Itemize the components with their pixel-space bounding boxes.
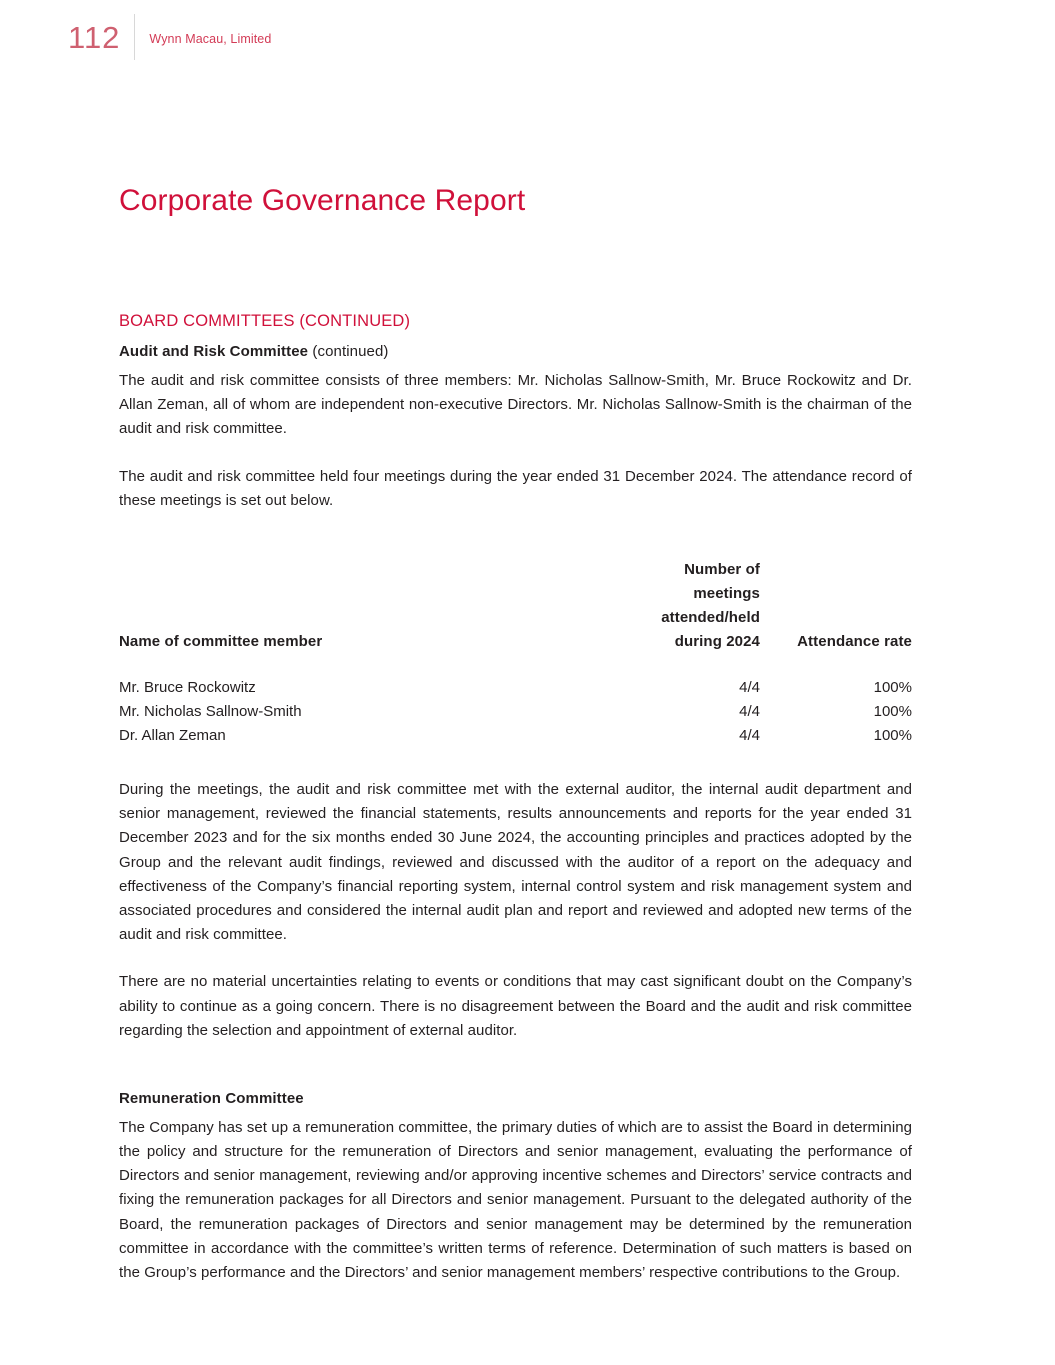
- table-header-row-2: meetings: [119, 582, 912, 606]
- table-header-row-4: Name of committee member during 2024 Att…: [119, 630, 912, 654]
- table-top-spacer: [119, 536, 912, 558]
- member-meetings: 4/4: [739, 679, 760, 697]
- member-name: Mr. Bruce Rockowitz: [119, 679, 256, 697]
- header-divider: [134, 14, 136, 60]
- attendance-table-body: Mr. Bruce Rockowitz 4/4 100% Mr. Nichola…: [119, 654, 912, 748]
- table-bottom-spacer: [119, 748, 912, 778]
- header-meetings-line-4: during 2024: [674, 633, 760, 651]
- content-column: BOARD COMMITTEES (CONTINUED) Audit and R…: [119, 310, 912, 1285]
- paragraph-no-uncertainties: There are no material uncertainties rela…: [119, 973, 912, 1039]
- member-meetings: 4/4: [739, 727, 760, 745]
- paragraph-committee-members: The audit and risk committee consists of…: [119, 372, 912, 438]
- company-name: Wynn Macau, Limited: [149, 31, 272, 46]
- member-meetings: 4/4: [739, 703, 760, 721]
- header-meetings-line-1: Number of: [684, 561, 760, 579]
- table-header-row-3: attended/held: [119, 606, 912, 630]
- header-name-of-committee-member: Name of committee member: [119, 633, 323, 651]
- subsection-heading-main: Audit and Risk Committee: [119, 343, 309, 361]
- attendance-table-head: Number of meetings attended/held Name of…: [119, 558, 912, 654]
- header-meetings-line-2: meetings: [693, 585, 760, 603]
- member-attendance-rate: 100%: [873, 679, 912, 697]
- remuneration-spacer: [119, 1066, 912, 1088]
- subsection-heading: Audit and Risk Committee (continued): [119, 341, 912, 363]
- attendance-table: Number of meetings attended/held Name of…: [119, 558, 912, 748]
- member-name: Dr. Allan Zeman: [119, 727, 226, 745]
- running-head: 112 Wynn Macau, Limited: [68, 14, 271, 60]
- section-heading: BOARD COMMITTEES (CONTINUED): [119, 310, 912, 332]
- table-row: Mr. Nicholas Sallnow-Smith 4/4 100%: [119, 700, 912, 724]
- member-name: Mr. Nicholas Sallnow-Smith: [119, 703, 302, 721]
- page-number: 112: [68, 19, 121, 55]
- section-heading-continued: (CONTINUED): [299, 312, 411, 330]
- paragraph-meetings-held: The audit and risk committee held four m…: [119, 467, 912, 509]
- member-attendance-rate: 100%: [873, 703, 912, 721]
- table-row: Dr. Allan Zeman 4/4 100%: [119, 724, 912, 748]
- member-attendance-rate: 100%: [873, 727, 912, 745]
- table-row: Mr. Bruce Rockowitz 4/4 100%: [119, 654, 912, 700]
- paragraph-during-meetings: During the meetings, the audit and risk …: [119, 781, 912, 944]
- remuneration-committee-heading: Remuneration Committee: [119, 1090, 304, 1108]
- section-heading-main: BOARD COMMITTEES: [119, 312, 295, 330]
- header-attendance-rate: Attendance rate: [797, 633, 912, 651]
- paragraph-remuneration-committee: The Company has set up a remuneration co…: [119, 1118, 912, 1282]
- table-header-row-1: Number of: [119, 558, 912, 582]
- page-title: Corporate Governance Report: [119, 184, 526, 218]
- subsection-heading-continued: (continued): [312, 343, 389, 361]
- header-meetings-line-3: attended/held: [661, 609, 760, 627]
